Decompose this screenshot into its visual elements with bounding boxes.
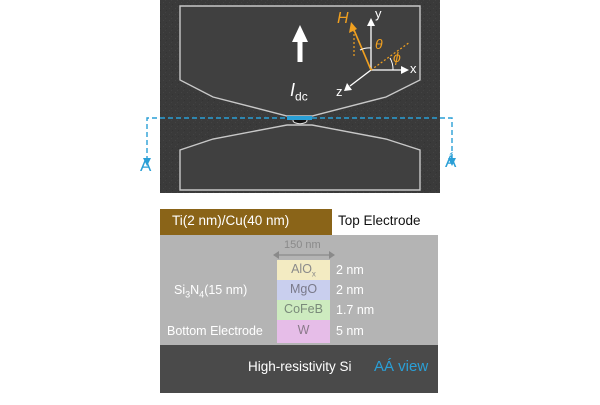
layer-alox-sub: x bbox=[311, 269, 316, 279]
h-field-vector bbox=[353, 29, 372, 71]
section-label-left: A bbox=[140, 156, 152, 175]
theta-label: θ bbox=[375, 36, 383, 52]
bottom-electrode-label: Bottom Electrode bbox=[167, 324, 263, 338]
layer-mgo-thickness: 2 nm bbox=[336, 283, 364, 297]
layer-mgo bbox=[277, 280, 330, 300]
coordinate-axes bbox=[344, 18, 411, 91]
layer-cofeb bbox=[277, 300, 330, 320]
si3n4-label-sub2: 4 bbox=[199, 289, 205, 300]
section-right-arrowhead bbox=[448, 158, 456, 166]
current-label: Idc bbox=[290, 80, 308, 104]
layer-alox-label: AlOx bbox=[277, 262, 330, 279]
width-arrowhead-left bbox=[273, 251, 279, 259]
view-label: AÁ view bbox=[374, 358, 429, 375]
top-electrode-label: Top Electrode bbox=[338, 213, 421, 228]
y-axis-arrowhead bbox=[367, 18, 375, 26]
layer-mgo-label: MgO bbox=[289, 282, 318, 296]
layer-cofeb-label: CoFeB bbox=[284, 302, 323, 316]
z-axis-arrowhead bbox=[344, 83, 352, 91]
si3n4-label-tail: (15 nm) bbox=[204, 283, 248, 297]
layer-w bbox=[277, 320, 330, 343]
section-label-right: Á bbox=[445, 152, 457, 171]
x-axis-label: x bbox=[410, 61, 417, 76]
phi-reference-line bbox=[370, 41, 411, 71]
width-label: 150 nm bbox=[284, 239, 321, 251]
substrate-layer bbox=[160, 345, 438, 393]
si3n4-label: Si3N4(15 nm) bbox=[174, 283, 247, 300]
si3n4-label-n: N bbox=[190, 283, 200, 297]
section-line bbox=[143, 116, 456, 166]
section-left-arrowhead bbox=[143, 158, 151, 166]
z-axis-line bbox=[349, 69, 372, 87]
theta-arc bbox=[359, 47, 372, 51]
x-axis-arrowhead bbox=[401, 66, 409, 74]
h-field-label: H bbox=[337, 10, 349, 27]
width-arrowhead-right bbox=[329, 251, 335, 259]
lower-electrode bbox=[179, 124, 421, 191]
h-field-arrowhead bbox=[349, 22, 357, 33]
layer-w-label: W bbox=[297, 323, 310, 337]
layer-alox-name: AlO bbox=[291, 262, 312, 276]
current-arrow-head bbox=[292, 25, 308, 42]
current-label-sub: dc bbox=[295, 89, 308, 104]
phi-arc bbox=[389, 57, 394, 71]
phi-label: ϕ bbox=[393, 49, 401, 65]
layer-alox-thickness: 2 nm bbox=[336, 263, 364, 277]
si3n4-label-sub1: 3 bbox=[185, 289, 191, 300]
si3n4-label-si: Si bbox=[174, 283, 186, 297]
current-label-main: I bbox=[290, 80, 296, 100]
substrate-label: High-resistivity Si bbox=[248, 359, 352, 374]
y-axis-label: y bbox=[375, 6, 382, 21]
layer-alox bbox=[277, 260, 330, 280]
top-metal-label: Ti(2 nm)/Cu(40 nm) bbox=[172, 213, 290, 228]
z-axis-label: z bbox=[336, 84, 343, 99]
layer-cofeb-thickness: 1.7 nm bbox=[336, 303, 375, 317]
layer-w-thickness: 5 nm bbox=[336, 324, 364, 338]
top-metal-layer bbox=[160, 209, 332, 235]
